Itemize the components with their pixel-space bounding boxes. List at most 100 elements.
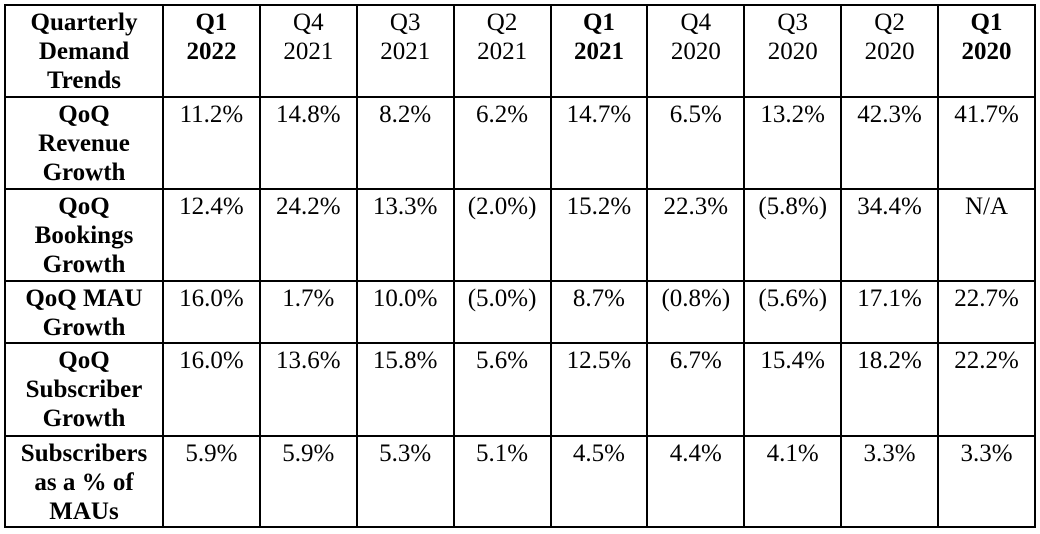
column-quarter: Q1 xyxy=(970,9,1003,36)
value-cell: 1.7% xyxy=(258,280,358,344)
value-cell: 4.5% xyxy=(549,435,649,528)
column-year: 2020 xyxy=(961,38,1012,65)
row-label-mau-growth: QoQ MAU Growth xyxy=(4,280,164,344)
value-cell: 5.1% xyxy=(452,435,552,528)
value-cell: 15.4% xyxy=(743,342,843,437)
value-cell: 13.2% xyxy=(743,96,843,190)
column-quarter: Q3 xyxy=(389,9,421,36)
column-quarter: Q2 xyxy=(874,9,905,36)
row-label-bookings-growth: QoQ Bookings Growth xyxy=(4,188,164,282)
row-label-line: QoQ xyxy=(58,101,110,128)
table-title-line: Demand xyxy=(38,38,130,65)
value-cell: 15.8% xyxy=(355,342,455,437)
value-cell: 34.4% xyxy=(840,188,939,282)
value-cell: 3.3% xyxy=(937,435,1036,528)
table-title-line: Trends xyxy=(46,67,122,94)
value-cell: 10.0% xyxy=(355,280,455,344)
value-cell: 14.7% xyxy=(549,96,649,190)
table-header-row: Quarterly Demand Trends Q1 2022 Q4 2021 … xyxy=(4,4,1036,98)
row-label-line: Subscriber xyxy=(25,376,143,403)
value-cell: N/A xyxy=(937,188,1036,282)
value-cell: 22.7% xyxy=(937,280,1036,344)
table-title-line: Quarterly xyxy=(30,9,138,36)
value-cell: 5.6% xyxy=(452,342,552,437)
column-header-q1-2020: Q1 2020 xyxy=(937,4,1036,98)
value-cell: 13.6% xyxy=(258,342,358,437)
quarterly-demand-trends-table: Quarterly Demand Trends Q1 2022 Q4 2021 … xyxy=(4,4,1036,528)
row-label-line: Growth xyxy=(42,251,126,278)
column-year: 2022 xyxy=(186,38,237,65)
column-header-q4-2020: Q4 2020 xyxy=(646,4,746,98)
column-header-q1-2022: Q1 2022 xyxy=(162,4,261,98)
row-label-line: QoQ xyxy=(58,193,110,220)
column-quarter: Q3 xyxy=(777,9,808,36)
value-cell: 6.2% xyxy=(452,96,552,190)
row-label-line: Growth xyxy=(42,159,126,186)
value-cell: 8.7% xyxy=(549,280,649,344)
table-row-subscriber-growth: QoQ Subscriber Growth 16.0% 13.6% 15.8% … xyxy=(4,342,1036,437)
value-cell: (5.6%) xyxy=(743,280,843,344)
value-cell: 22.3% xyxy=(646,188,746,282)
column-year: 2021 xyxy=(477,38,528,65)
value-cell: (0.8%) xyxy=(646,280,746,344)
value-cell: 6.7% xyxy=(646,342,746,437)
value-cell: 5.9% xyxy=(258,435,358,528)
value-cell: 42.3% xyxy=(840,96,939,190)
value-cell: 11.2% xyxy=(162,96,261,190)
table-row-bookings-growth: QoQ Bookings Growth 12.4% 24.2% 13.3% (2… xyxy=(4,188,1036,282)
value-cell: 5.9% xyxy=(162,435,261,528)
value-cell: 4.4% xyxy=(646,435,746,528)
value-cell: 5.3% xyxy=(355,435,455,528)
column-header-q3-2021: Q3 2021 xyxy=(355,4,455,98)
row-label-line: Subscribers xyxy=(20,440,148,467)
value-cell: 12.5% xyxy=(549,342,649,437)
row-label-line: MAUs xyxy=(49,498,119,525)
row-label-subscribers-pct-of-maus: Subscribers as a % of MAUs xyxy=(4,435,164,528)
column-quarter: Q1 xyxy=(582,9,615,36)
column-year: 2020 xyxy=(864,38,915,65)
column-header-q2-2020: Q2 2020 xyxy=(840,4,939,98)
column-header-q2-2021: Q2 2021 xyxy=(452,4,552,98)
column-quarter: Q4 xyxy=(680,9,712,36)
column-year: 2020 xyxy=(670,38,721,65)
value-cell: 12.4% xyxy=(162,188,261,282)
column-header-q3-2020: Q3 2020 xyxy=(743,4,843,98)
column-year: 2021 xyxy=(380,38,431,65)
value-cell: 41.7% xyxy=(937,96,1036,190)
value-cell: 16.0% xyxy=(162,280,261,344)
row-label-line: QoQ xyxy=(58,347,110,374)
value-cell: 13.3% xyxy=(355,188,455,282)
column-quarter: Q4 xyxy=(293,9,324,36)
row-label-line: Bookings xyxy=(34,222,134,249)
value-cell: 14.8% xyxy=(258,96,358,190)
value-cell: 15.2% xyxy=(549,188,649,282)
value-cell: 24.2% xyxy=(258,188,358,282)
value-cell: 4.1% xyxy=(743,435,843,528)
row-label-line: Revenue xyxy=(38,130,130,157)
table-header: Quarterly Demand Trends Q1 2022 Q4 2021 … xyxy=(4,4,1036,98)
row-label-line: Growth xyxy=(42,314,126,341)
value-cell: 3.3% xyxy=(840,435,939,528)
value-cell: (5.8%) xyxy=(743,188,843,282)
column-year: 2021 xyxy=(283,38,334,65)
column-quarter: Q1 xyxy=(195,9,228,36)
column-header-q4-2021: Q4 2021 xyxy=(258,4,358,98)
column-year: 2021 xyxy=(573,38,624,65)
table-row-revenue-growth: QoQ Revenue Growth 11.2% 14.8% 8.2% 6.2%… xyxy=(4,96,1036,190)
table-body: QoQ Revenue Growth 11.2% 14.8% 8.2% 6.2%… xyxy=(4,96,1036,528)
row-label-line: QoQ MAU xyxy=(25,285,143,312)
column-quarter: Q2 xyxy=(486,9,518,36)
value-cell: (5.0%) xyxy=(452,280,552,344)
value-cell: 16.0% xyxy=(162,342,261,437)
column-header-q1-2021: Q1 2021 xyxy=(549,4,649,98)
value-cell: 8.2% xyxy=(355,96,455,190)
value-cell: 17.1% xyxy=(840,280,939,344)
value-cell: (2.0%) xyxy=(452,188,552,282)
row-label-subscriber-growth: QoQ Subscriber Growth xyxy=(4,342,164,437)
table-title-cell: Quarterly Demand Trends xyxy=(4,4,164,98)
value-cell: 22.2% xyxy=(937,342,1036,437)
row-label-line: Growth xyxy=(42,405,126,432)
row-label-line: as a % of xyxy=(34,469,134,496)
column-year: 2020 xyxy=(767,38,818,65)
